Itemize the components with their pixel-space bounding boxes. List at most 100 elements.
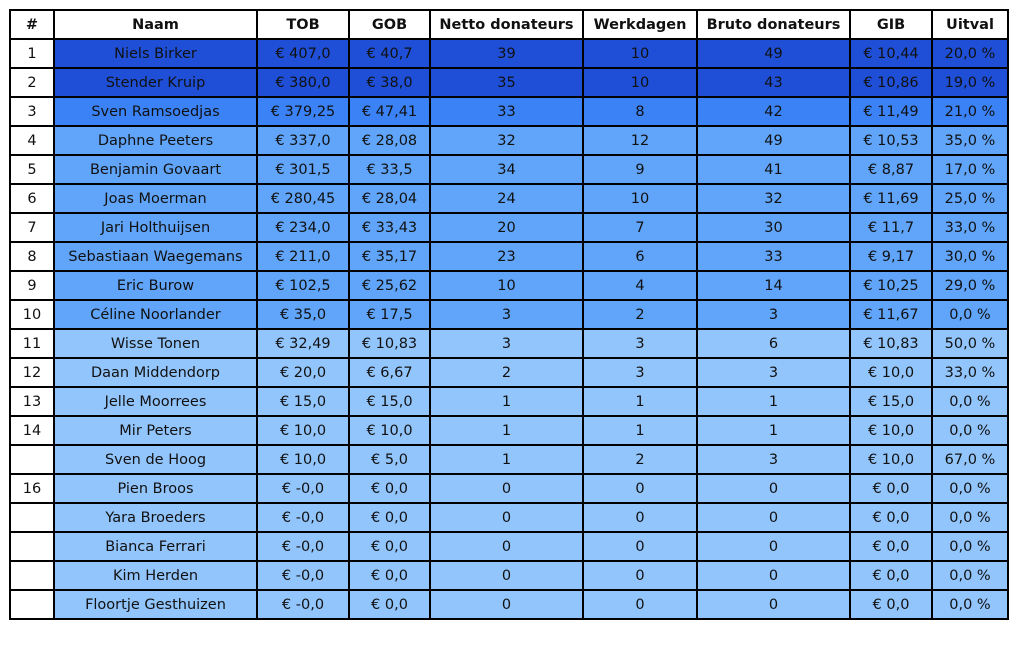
table-row: 2 Stender Kruip € 380,0 € 38,0 35 10 43 € 10,86… [9, 67, 1009, 98]
netto-cell: 0 [429, 560, 584, 591]
header-bruto-donateurs: Bruto donateurs [696, 9, 851, 40]
uitval-cell: 0,0 % [931, 299, 1009, 330]
gob-cell: € 5,0 [348, 444, 431, 475]
naam-cell: Benjamin Govaart [53, 154, 258, 185]
table-row: 9 Eric Burow € 102,5 € 25,62 10 4 14 € 10,25 29,… [9, 270, 1009, 301]
werkdagen-cell: 1 [582, 386, 698, 417]
bruto-cell: 6 [696, 328, 851, 359]
naam-cell: Eric Burow [53, 270, 258, 301]
gob-cell: € 40,7 [348, 38, 431, 69]
bruto-cell: 3 [696, 299, 851, 330]
gob-cell: € 17,5 [348, 299, 431, 330]
uitval-cell: 0,0 % [931, 560, 1009, 591]
table-row: Bianca Ferrari € -0,0 € 0,0 0 0 0 € 0,0 0,0 % [9, 531, 1009, 562]
werkdagen-cell: 10 [582, 67, 698, 98]
tob-cell: € 301,5 [256, 154, 350, 185]
rank-cell [9, 531, 55, 562]
bruto-cell: 1 [696, 386, 851, 417]
gob-cell: € 0,0 [348, 560, 431, 591]
tob-cell: € 234,0 [256, 212, 350, 243]
naam-cell: Jari Holthuijsen [53, 212, 258, 243]
rank-cell [9, 589, 55, 620]
gib-cell: € 10,25 [849, 270, 933, 301]
table-row: 4 Daphne Peeters € 337,0 € 28,08 32 12 49 € 10,… [9, 125, 1009, 156]
naam-cell: Stender Kruip [53, 67, 258, 98]
naam-cell: Daphne Peeters [53, 125, 258, 156]
werkdagen-cell: 0 [582, 502, 698, 533]
table-row: 10 Céline Noorlander € 35,0 € 17,5 3 2 3 € 11,6… [9, 299, 1009, 330]
gob-cell: € 28,04 [348, 183, 431, 214]
bruto-cell: 0 [696, 589, 851, 620]
netto-cell: 33 [429, 96, 584, 127]
tob-cell: € 15,0 [256, 386, 350, 417]
rank-cell: 6 [9, 183, 55, 214]
naam-cell: Céline Noorlander [53, 299, 258, 330]
naam-cell: Sven de Hoog [53, 444, 258, 475]
rank-cell: 2 [9, 67, 55, 98]
gob-cell: € 15,0 [348, 386, 431, 417]
gib-cell: € 10,0 [849, 357, 933, 388]
naam-cell: Kim Herden [53, 560, 258, 591]
header-rank: # [9, 9, 55, 40]
table-row: 11 Wisse Tonen € 32,49 € 10,83 3 3 6 € 10,83 50,… [9, 328, 1009, 359]
netto-cell: 0 [429, 473, 584, 504]
gib-cell: € 10,44 [849, 38, 933, 69]
table-row: 13 Jelle Moorrees € 15,0 € 15,0 1 1 1 € 15,0 0,0… [9, 386, 1009, 417]
netto-cell: 39 [429, 38, 584, 69]
netto-cell: 1 [429, 415, 584, 446]
werkdagen-cell: 0 [582, 560, 698, 591]
gib-cell: € 8,87 [849, 154, 933, 185]
werkdagen-cell: 4 [582, 270, 698, 301]
gib-cell: € 11,49 [849, 96, 933, 127]
werkdagen-cell: 2 [582, 299, 698, 330]
naam-cell: Pien Broos [53, 473, 258, 504]
rank-cell: 1 [9, 38, 55, 69]
uitval-cell: 29,0 % [931, 270, 1009, 301]
gib-cell: € 0,0 [849, 473, 933, 504]
netto-cell: 23 [429, 241, 584, 272]
werkdagen-cell: 6 [582, 241, 698, 272]
gib-cell: € 11,7 [849, 212, 933, 243]
gob-cell: € 33,5 [348, 154, 431, 185]
bruto-cell: 0 [696, 560, 851, 591]
rank-cell [9, 502, 55, 533]
uitval-cell: 33,0 % [931, 357, 1009, 388]
naam-cell: Yara Broeders [53, 502, 258, 533]
werkdagen-cell: 2 [582, 444, 698, 475]
gib-cell: € 0,0 [849, 531, 933, 562]
header-tob: TOB [256, 9, 350, 40]
netto-cell: 1 [429, 386, 584, 417]
gib-cell: € 0,0 [849, 589, 933, 620]
netto-cell: 34 [429, 154, 584, 185]
uitval-cell: 0,0 % [931, 502, 1009, 533]
tob-cell: € 380,0 [256, 67, 350, 98]
bruto-cell: 30 [696, 212, 851, 243]
bruto-cell: 49 [696, 125, 851, 156]
table-row: Floortje Gesthuizen € -0,0 € 0,0 0 0 0 € 0,0 0,… [9, 589, 1009, 620]
table-row: 8 Sebastiaan Waegemans € 211,0 € 35,17 23 6 33… [9, 241, 1009, 272]
tob-cell: € 10,0 [256, 415, 350, 446]
rank-cell: 10 [9, 299, 55, 330]
uitval-cell: 20,0 % [931, 38, 1009, 69]
table-row: 5 Benjamin Govaart € 301,5 € 33,5 34 9 41 € 8,8… [9, 154, 1009, 185]
gob-cell: € 0,0 [348, 531, 431, 562]
gob-cell: € 33,43 [348, 212, 431, 243]
netto-cell: 32 [429, 125, 584, 156]
naam-cell: Bianca Ferrari [53, 531, 258, 562]
bruto-cell: 3 [696, 444, 851, 475]
gob-cell: € 38,0 [348, 67, 431, 98]
gob-cell: € 0,0 [348, 502, 431, 533]
gib-cell: € 10,0 [849, 444, 933, 475]
gob-cell: € 0,0 [348, 589, 431, 620]
tob-cell: € 32,49 [256, 328, 350, 359]
tob-cell: € 20,0 [256, 357, 350, 388]
gob-cell: € 10,0 [348, 415, 431, 446]
uitval-cell: 35,0 % [931, 125, 1009, 156]
table-row: 1 Niels Birker € 407,0 € 40,7 39 10 49 € 10,44 2… [9, 38, 1009, 69]
rank-cell: 12 [9, 357, 55, 388]
gib-cell: € 10,0 [849, 415, 933, 446]
uitval-cell: 33,0 % [931, 212, 1009, 243]
table-row: 12 Daan Middendorp € 20,0 € 6,67 2 3 3 € 10,0 33… [9, 357, 1009, 388]
gob-cell: € 47,41 [348, 96, 431, 127]
gib-cell: € 0,0 [849, 560, 933, 591]
